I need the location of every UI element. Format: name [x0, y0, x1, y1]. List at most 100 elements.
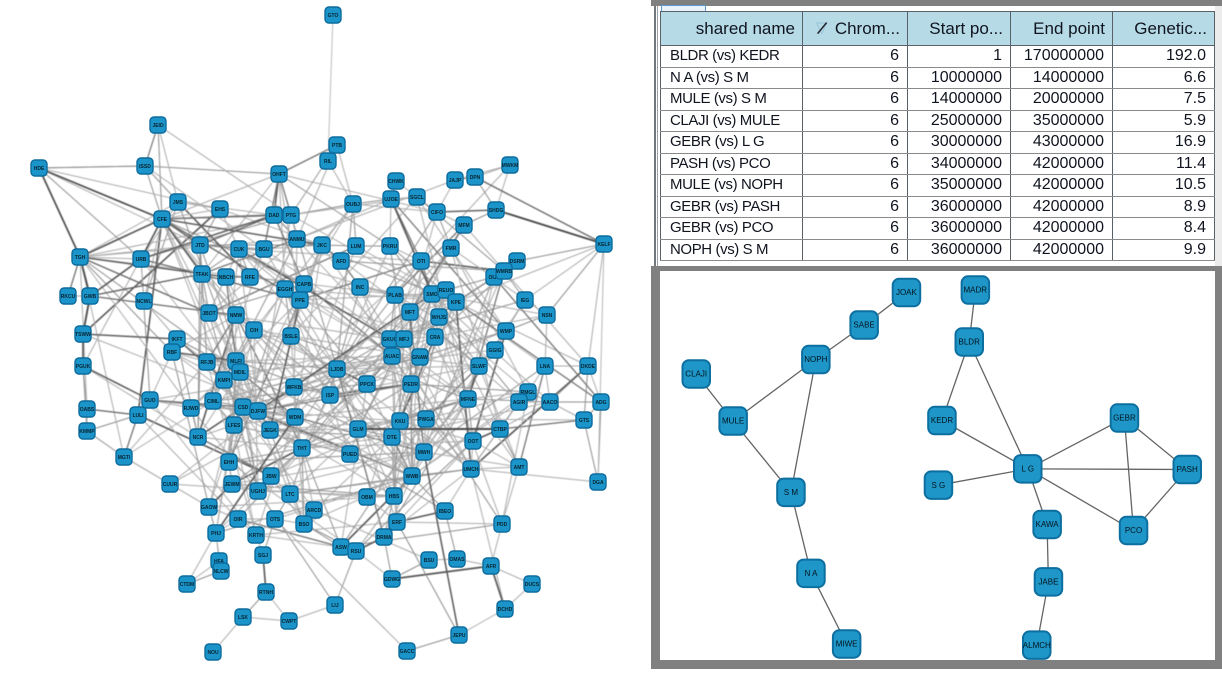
svg-text:JABE: JABE: [1038, 577, 1058, 586]
svg-text:RIL: RIL: [324, 159, 332, 165]
svg-text:AGIR: AGIR: [513, 400, 526, 406]
svg-text:GAOW: GAOW: [201, 505, 217, 511]
svg-text:LULI: LULI: [132, 413, 144, 419]
svg-text:CTBP: CTBP: [493, 427, 507, 433]
svg-text:AFR: AFR: [486, 564, 497, 570]
svg-text:GKUG: GKUG: [383, 337, 398, 343]
svg-text:THT: THT: [297, 446, 307, 452]
svg-text:URB: URB: [136, 257, 147, 263]
svg-text:ARCD: ARCD: [307, 508, 322, 514]
svg-text:BGU: BGU: [258, 247, 270, 253]
svg-text:PWGA: PWGA: [418, 417, 434, 423]
svg-text:MFM: MFM: [458, 223, 469, 229]
svg-text:S M: S M: [784, 488, 799, 497]
svg-text:DKDE: DKDE: [581, 364, 596, 370]
svg-text:PDD: PDD: [497, 522, 508, 528]
svg-text:WDM: WDM: [289, 415, 302, 421]
svg-text:ERF: ERF: [392, 520, 402, 526]
svg-text:RKCU: RKCU: [61, 294, 76, 300]
svg-text:BSU: BSU: [424, 558, 435, 564]
svg-text:INC: INC: [356, 285, 365, 291]
svg-text:LUM: LUM: [351, 244, 362, 250]
svg-text:PPE: PPE: [295, 298, 306, 304]
svg-text:SABE: SABE: [853, 321, 874, 330]
svg-text:DTE: DTE: [387, 435, 398, 441]
svg-text:GLM: GLM: [352, 427, 363, 433]
svg-text:JEPU: JEPU: [452, 633, 465, 639]
svg-text:CRA: CRA: [430, 335, 441, 341]
svg-text:GDWG: GDWG: [384, 577, 400, 583]
svg-text:RFE: RFE: [245, 275, 256, 281]
svg-text:GWB: GWB: [84, 294, 97, 300]
svg-text:TFAK: TFAK: [195, 272, 208, 278]
svg-text:UJOE: UJOE: [384, 197, 398, 203]
svg-text:JEWM: JEWM: [225, 482, 240, 488]
svg-text:MULE: MULE: [722, 417, 744, 426]
svg-text:OHFT: OHFT: [272, 172, 286, 178]
svg-text:PGUK: PGUK: [76, 364, 91, 370]
svg-text:RMGL: RMGL: [521, 390, 536, 396]
svg-text:RFJB: RFJB: [200, 360, 213, 366]
svg-text:RTNH: RTNH: [259, 590, 273, 596]
svg-text:SLWF: SLWF: [472, 364, 486, 370]
svg-text:CHWK: CHWK: [388, 179, 404, 185]
svg-text:GNAW: GNAW: [412, 355, 428, 361]
svg-text:UGHJ: UGHJ: [251, 489, 265, 495]
svg-text:CIML: CIML: [207, 399, 219, 405]
svg-text:GEBR: GEBR: [1113, 414, 1136, 423]
svg-text:CLAJI: CLAJI: [685, 370, 707, 379]
svg-text:PKRU: PKRU: [383, 244, 398, 250]
svg-text:ADG: ADG: [595, 400, 606, 406]
svg-text:FMR: FMR: [446, 246, 457, 252]
svg-text:CTDM: CTDM: [180, 582, 194, 588]
svg-text:AUAC: AUAC: [385, 354, 400, 360]
svg-text:MADR: MADR: [964, 286, 988, 295]
svg-text:SGJ: SGJ: [258, 553, 268, 559]
svg-text:MIWE: MIWE: [836, 640, 858, 649]
svg-text:DPN: DPN: [470, 175, 481, 181]
svg-text:CWPT: CWPT: [282, 619, 297, 625]
svg-text:KEDR: KEDR: [931, 416, 953, 425]
svg-text:EHH: EHH: [224, 460, 235, 466]
svg-text:HBS: HBS: [389, 494, 400, 500]
svg-text:S G: S G: [932, 481, 946, 490]
svg-text:CUUR: CUUR: [163, 482, 178, 488]
svg-text:NCWL: NCWL: [137, 299, 152, 305]
svg-text:OTI: OTI: [417, 259, 426, 265]
svg-text:SHDG: SHDG: [489, 208, 504, 214]
svg-text:AACO: AACO: [543, 400, 558, 406]
svg-text:MLFI: MLFI: [230, 359, 242, 365]
svg-text:RBF: RBF: [167, 350, 177, 356]
svg-text:OIJL: OIJL: [488, 275, 499, 281]
svg-text:RJWD: RJWD: [184, 406, 199, 412]
svg-text:MGTI: MGTI: [118, 455, 131, 461]
svg-text:LSK: LSK: [238, 615, 248, 621]
svg-text:DAD: DAD: [269, 213, 280, 219]
svg-text:CSD: CSD: [238, 405, 249, 411]
svg-text:TGH: TGH: [75, 255, 86, 261]
svg-text:LIJ: LIJ: [331, 603, 338, 609]
svg-text:PLAB: PLAB: [388, 293, 402, 299]
svg-text:GTO: GTO: [328, 13, 339, 19]
svg-text:ISSD: ISSD: [139, 164, 151, 170]
svg-text:WMP: WMP: [500, 329, 513, 335]
svg-text:TSWW: TSWW: [75, 332, 91, 338]
svg-text:KAWA: KAWA: [1036, 520, 1060, 529]
svg-text:NOU: NOU: [207, 650, 219, 656]
svg-text:CAPB: CAPB: [297, 282, 312, 288]
svg-text:OABS: OABS: [80, 407, 95, 413]
svg-text:DSRM: DSRM: [510, 259, 525, 265]
svg-text:RSU: RSU: [351, 549, 362, 555]
svg-text:LNA: LNA: [540, 364, 551, 370]
svg-text:KKU: KKU: [395, 419, 406, 425]
svg-text:OMAS: OMAS: [450, 557, 466, 563]
svg-text:MFJ: MFJ: [399, 337, 409, 343]
svg-text:AMT: AMT: [514, 465, 525, 471]
svg-text:DRMA: DRMA: [377, 535, 392, 541]
svg-text:WHJS: WHJS: [432, 315, 447, 321]
svg-text:BSLE: BSLE: [284, 334, 298, 340]
svg-text:ALMCH: ALMCH: [1023, 641, 1051, 650]
svg-text:BLDR: BLDR: [959, 338, 981, 347]
svg-text:BSO: BSO: [299, 522, 310, 528]
svg-text:PPCK: PPCK: [360, 382, 374, 388]
